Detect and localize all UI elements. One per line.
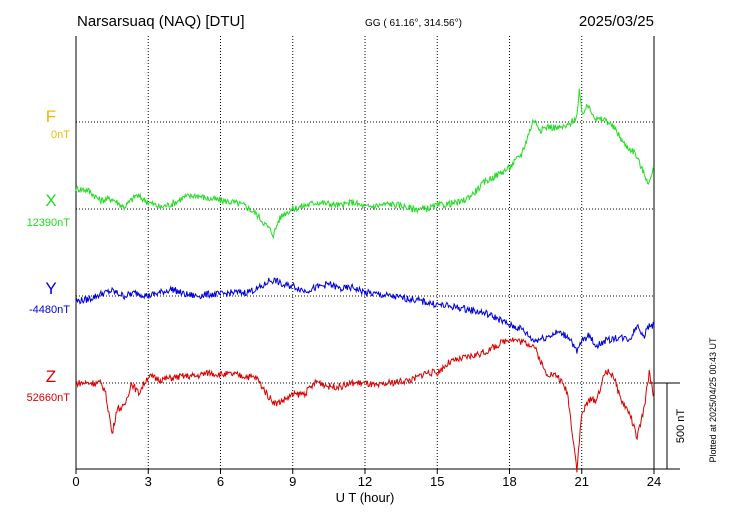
plot-area: [75, 36, 655, 473]
series-line-x: [75, 88, 655, 239]
series-baseline-z: 52660nT: [27, 392, 71, 404]
scale-bar-label: 500 nT: [675, 409, 687, 444]
series-labels: F 0nT X 12390nT Y -4480nT Z 52660nT: [27, 107, 71, 404]
x-tick-label-15: 15: [430, 474, 444, 489]
series-name-x: X: [45, 191, 56, 210]
series-name-z: Z: [46, 367, 56, 386]
x-tick-label-9: 9: [289, 474, 296, 489]
grid-lines: [76, 36, 654, 469]
series-lines: [75, 88, 655, 473]
x-tick-label-6: 6: [217, 474, 224, 489]
series-line-y: [75, 277, 655, 354]
series-baseline-f: 0nT: [51, 129, 70, 141]
x-tick-label-21: 21: [575, 474, 589, 489]
station-title: Narsarsuaq (NAQ) [DTU]: [77, 13, 245, 30]
x-tick-label-12: 12: [358, 474, 372, 489]
x-axis-ticks: 0 3 6 9 12 15 18 21 24: [72, 469, 661, 489]
date-label: 2025/03/25: [579, 13, 654, 30]
series-line-z: [75, 337, 655, 473]
series-baseline-y: -4480nT: [29, 304, 70, 316]
series-baseline-x: 12390nT: [27, 217, 71, 229]
coordinates-label: GG ( 61.16°, 314.56°): [365, 18, 462, 29]
plotted-timestamp: Plotted at 2025/04/25 00:43 UT: [708, 337, 718, 463]
x-tick-label-0: 0: [72, 474, 79, 489]
x-tick-label-3: 3: [145, 474, 152, 489]
x-axis-label: U T (hour): [336, 490, 395, 505]
x-tick-label-24: 24: [647, 474, 661, 489]
series-name-f: F: [46, 107, 56, 126]
x-tick-label-18: 18: [502, 474, 516, 489]
scale-bar: 500 nT: [654, 382, 687, 470]
series-name-y: Y: [45, 279, 56, 298]
